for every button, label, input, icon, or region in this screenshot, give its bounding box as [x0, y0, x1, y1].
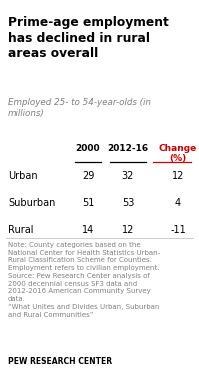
Text: 51: 51 [82, 198, 94, 208]
Text: Note: County categories based on the
National Center for Health Statistics Urban: Note: County categories based on the Nat… [8, 242, 160, 318]
Text: -11: -11 [170, 225, 186, 235]
Text: 29: 29 [82, 171, 94, 181]
Text: PEW RESEARCH CENTER: PEW RESEARCH CENTER [8, 357, 112, 366]
Text: Employed 25- to 54-year-olds (in
millions): Employed 25- to 54-year-olds (in million… [8, 98, 151, 118]
Text: Change
(%): Change (%) [159, 144, 197, 164]
Text: 2000: 2000 [76, 144, 100, 153]
Text: 53: 53 [122, 198, 134, 208]
Text: 32: 32 [122, 171, 134, 181]
Text: 14: 14 [82, 225, 94, 235]
Text: Rural: Rural [8, 225, 33, 235]
Text: Urban: Urban [8, 171, 38, 181]
Text: 12: 12 [172, 171, 184, 181]
Text: 2012-16: 2012-16 [107, 144, 149, 153]
Text: 4: 4 [175, 198, 181, 208]
Text: Suburban: Suburban [8, 198, 55, 208]
Text: Prime-age employment
has declined in rural
areas overall: Prime-age employment has declined in rur… [8, 16, 169, 60]
Text: 12: 12 [122, 225, 134, 235]
